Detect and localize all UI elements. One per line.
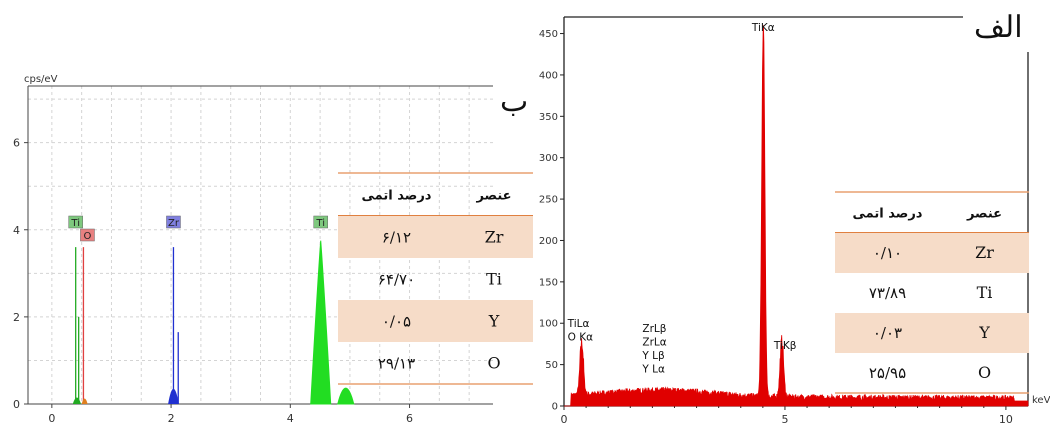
peak-label: Zr bbox=[168, 218, 180, 229]
y-tick-label: 350 bbox=[539, 112, 558, 123]
y-tick-label: 150 bbox=[539, 277, 558, 288]
peak-label-line: O Kα bbox=[568, 332, 593, 344]
table-header-element: عنصر bbox=[966, 206, 1002, 221]
y-tick-label: 6 bbox=[13, 137, 20, 150]
x-tick-label: 5 bbox=[781, 413, 788, 426]
table-header-percent: درصد اتمی bbox=[362, 189, 432, 204]
table-cell-element: Ti bbox=[486, 269, 502, 288]
table-row-shade bbox=[338, 216, 533, 258]
table-cell-element: Ti bbox=[977, 283, 993, 302]
y-tick-label: 200 bbox=[539, 236, 558, 247]
eds-spectrum-panel-b: cps/eV 0 2 4 6 0 2 4 6 Ti O Zr Ti درصد اتمی عنصر ۶/۱۲ Zr… bbox=[13, 74, 533, 425]
table-cell-element: O bbox=[487, 353, 500, 372]
x-tick-label: 0 bbox=[48, 412, 55, 425]
table-row-shade bbox=[338, 300, 533, 342]
y-tick-label: 2 bbox=[13, 311, 20, 324]
peak-label: TiKα bbox=[751, 22, 775, 34]
table-cell-element: Zr bbox=[485, 227, 504, 246]
table-header-element: عنصر bbox=[475, 189, 511, 204]
peak-label: Ti bbox=[315, 218, 325, 229]
y-tick-label: 0 bbox=[13, 398, 20, 411]
table-cell-percent: ۰/۱۰ bbox=[873, 244, 902, 262]
peak-label: TiLα O Kα bbox=[567, 318, 593, 344]
peak-label-line: Y Lβ bbox=[641, 350, 664, 362]
spectrum-peak bbox=[337, 387, 355, 405]
y-tick-label: 300 bbox=[539, 153, 558, 164]
spectrum-peak bbox=[310, 240, 332, 405]
y-tick-label: 4 bbox=[13, 224, 20, 237]
peak-label-line: ZrLα bbox=[642, 337, 666, 349]
peak-label-box bbox=[166, 215, 181, 229]
peak-label: TiKβ bbox=[773, 340, 797, 352]
panel-letter-a: الف bbox=[974, 10, 1023, 45]
table-cell-percent: ۶/۱۲ bbox=[382, 228, 411, 246]
a-composition-table: درصد اتمی عنصر ۰/۱۰ Zr ۷۳/۸۹ Ti ۰/۰۳ Y ۲۵/۹۵ O bbox=[835, 191, 1029, 394]
y-tick-label: 100 bbox=[539, 319, 558, 330]
peak-label: Ti bbox=[70, 218, 80, 229]
table-cell-percent: ۲۵/۹۵ bbox=[869, 364, 906, 382]
b-composition-table: درصد اتمی عنصر ۶/۱۲ Zr ۶۴/۷۰ Ti ۰/۰۵ Y ۲۹/۱۳ O bbox=[338, 172, 533, 385]
table-row-shade bbox=[835, 313, 1029, 353]
table-cell-percent: ۷۳/۸۹ bbox=[869, 284, 906, 302]
x-tick-label: 2 bbox=[168, 412, 175, 425]
spectrum-hump-ti-l bbox=[72, 397, 82, 404]
y-tick-label: 450 bbox=[539, 29, 558, 40]
table-cell-percent: ۰/۰۳ bbox=[873, 324, 902, 342]
chart-b-svg: cps/eV 0 2 4 6 0 2 4 6 Ti O Zr Ti درصد اتمی عنصر ۶/۱۲ Zr… bbox=[13, 74, 533, 425]
y-tick-label: 50 bbox=[545, 360, 558, 371]
x-tick-label: 10 bbox=[999, 413, 1013, 426]
y-tick-label: 400 bbox=[539, 70, 558, 81]
table-cell-percent: ۲۹/۱۳ bbox=[378, 354, 415, 372]
y-tick-label: 250 bbox=[539, 195, 558, 206]
peak-label-line: ZrLβ bbox=[642, 323, 666, 335]
peak-label-line: TiKβ bbox=[773, 340, 797, 352]
chart-a-svg: keV 0 50 100 150 200 250 300 350 400 450 0 5 10 TiKα Ti… bbox=[539, 16, 1050, 426]
peak-label-box bbox=[68, 215, 83, 229]
y-axis-unit-label: cps/eV bbox=[24, 74, 58, 85]
table-header-percent: درصد اتمی bbox=[853, 206, 923, 221]
table-cell-percent: ۶۴/۷۰ bbox=[378, 270, 415, 288]
table-cell-element: Y bbox=[978, 323, 990, 342]
eds-spectrum-panel-a: keV 0 50 100 150 200 250 300 350 400 450 0 5 10 TiKα Ti… bbox=[525, 0, 1050, 426]
x-tick-label: 0 bbox=[561, 413, 568, 426]
x-tick-label: 4 bbox=[287, 412, 294, 425]
table-cell-element: Zr bbox=[975, 243, 994, 262]
peak-label: O bbox=[84, 231, 92, 242]
spectrum-hump-o bbox=[81, 398, 88, 404]
panel-letter-b: ب bbox=[500, 84, 529, 119]
peak-label-line: TiKα bbox=[751, 22, 775, 34]
table-cell-element: O bbox=[978, 363, 991, 382]
peak-label-line: Y Lα bbox=[641, 364, 665, 376]
x-axis-unit-label: keV bbox=[1032, 395, 1050, 406]
table-row-shade bbox=[835, 233, 1029, 273]
spectrum-trace bbox=[564, 25, 1029, 407]
spectrum-hump-zr bbox=[168, 388, 179, 404]
x-tick-label: 6 bbox=[406, 412, 413, 425]
peak-label-line: TiLα bbox=[567, 318, 590, 330]
table-cell-element: Y bbox=[488, 311, 500, 330]
peak-label-box bbox=[313, 215, 328, 229]
peak-label-box bbox=[80, 228, 95, 242]
y-tick-label: 0 bbox=[552, 402, 558, 413]
table-cell-percent: ۰/۰۵ bbox=[382, 312, 411, 330]
